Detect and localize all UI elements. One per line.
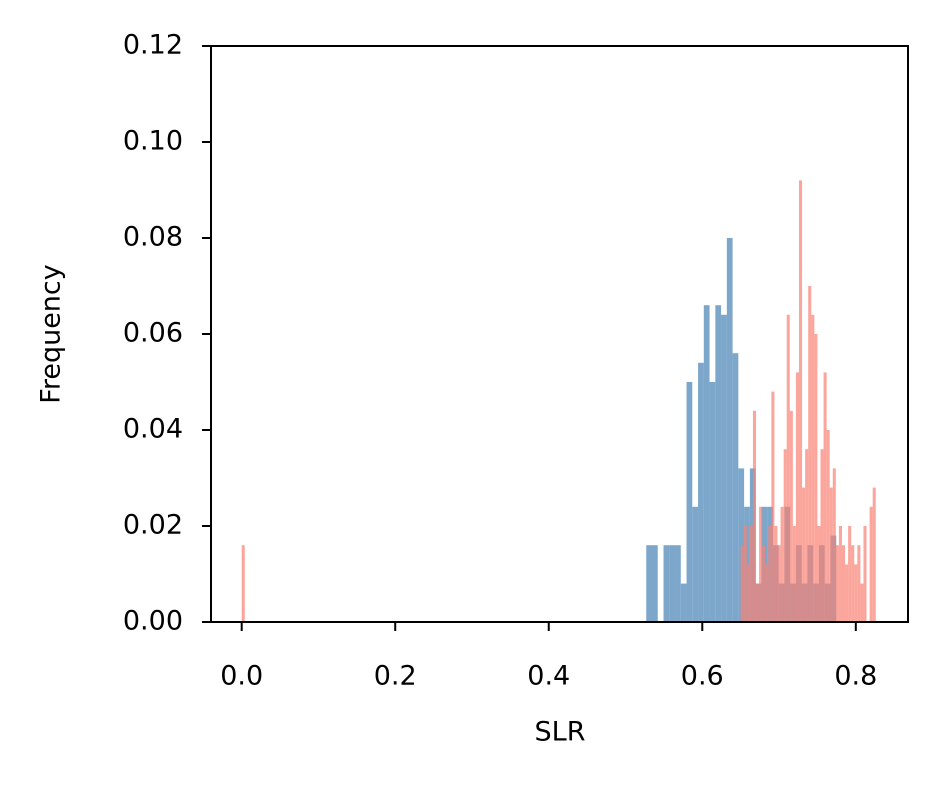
x-tick-label: 0.4 xyxy=(527,661,570,692)
x-tick-label: 0.6 xyxy=(681,661,724,692)
x-tick-label: 0.0 xyxy=(220,661,263,692)
bar xyxy=(841,545,846,622)
x-tick-label: 0.2 xyxy=(374,661,417,692)
bar xyxy=(680,583,687,622)
bar xyxy=(789,410,793,622)
bar xyxy=(802,487,806,622)
bar xyxy=(814,334,818,622)
bar xyxy=(795,372,799,622)
bar xyxy=(771,391,775,622)
bar xyxy=(651,545,658,622)
bar xyxy=(832,468,836,622)
y-tick-label: 0.06 xyxy=(123,318,183,349)
bar xyxy=(675,545,681,622)
bar xyxy=(823,372,827,622)
bar xyxy=(860,583,864,622)
bar xyxy=(869,506,873,622)
bar xyxy=(669,545,676,622)
bar xyxy=(786,314,790,622)
y-tick-label: 0.02 xyxy=(123,510,183,541)
y-tick-label: 0.12 xyxy=(123,30,183,61)
bar xyxy=(686,382,693,622)
bar xyxy=(759,506,763,622)
bar xyxy=(777,545,781,622)
bar xyxy=(749,526,753,622)
bar xyxy=(848,526,852,622)
bar xyxy=(783,449,787,622)
bar xyxy=(746,564,750,622)
bar xyxy=(826,430,830,622)
bar xyxy=(780,506,784,622)
bar xyxy=(829,487,833,622)
bar xyxy=(774,526,778,622)
bar xyxy=(698,362,704,622)
bar xyxy=(765,564,769,622)
bar xyxy=(817,526,821,622)
bar xyxy=(808,286,812,622)
bar xyxy=(845,564,849,622)
y-tick-label: 0.00 xyxy=(123,606,183,637)
bar xyxy=(715,305,722,622)
bar xyxy=(811,314,815,622)
bar xyxy=(863,526,867,622)
bar xyxy=(703,305,710,622)
bar xyxy=(646,545,652,622)
bar xyxy=(838,526,842,622)
bar xyxy=(241,545,245,622)
bar xyxy=(857,545,861,622)
bar xyxy=(792,526,796,622)
bar xyxy=(732,353,739,622)
bar xyxy=(743,526,747,622)
y-tick-label: 0.10 xyxy=(123,126,183,157)
bar xyxy=(692,506,699,622)
bar xyxy=(798,180,803,622)
bar xyxy=(726,238,733,622)
bar xyxy=(835,545,839,622)
bar xyxy=(820,449,824,622)
bar xyxy=(805,449,809,622)
bar xyxy=(663,545,670,622)
bar xyxy=(854,564,858,622)
bar xyxy=(768,526,772,622)
bar xyxy=(872,487,876,622)
bar xyxy=(756,583,760,622)
bar xyxy=(740,545,744,622)
bar xyxy=(721,314,727,622)
y-tick-label: 0.04 xyxy=(123,414,183,445)
y-tick-label: 0.08 xyxy=(123,222,183,253)
bar xyxy=(762,545,766,622)
x-tick-label: 0.8 xyxy=(834,661,877,692)
y-axis-label: Frequency xyxy=(36,264,67,404)
x-axis-label: SLR xyxy=(535,717,586,748)
bar xyxy=(709,382,716,622)
bar xyxy=(851,545,855,622)
bar xyxy=(752,410,757,622)
